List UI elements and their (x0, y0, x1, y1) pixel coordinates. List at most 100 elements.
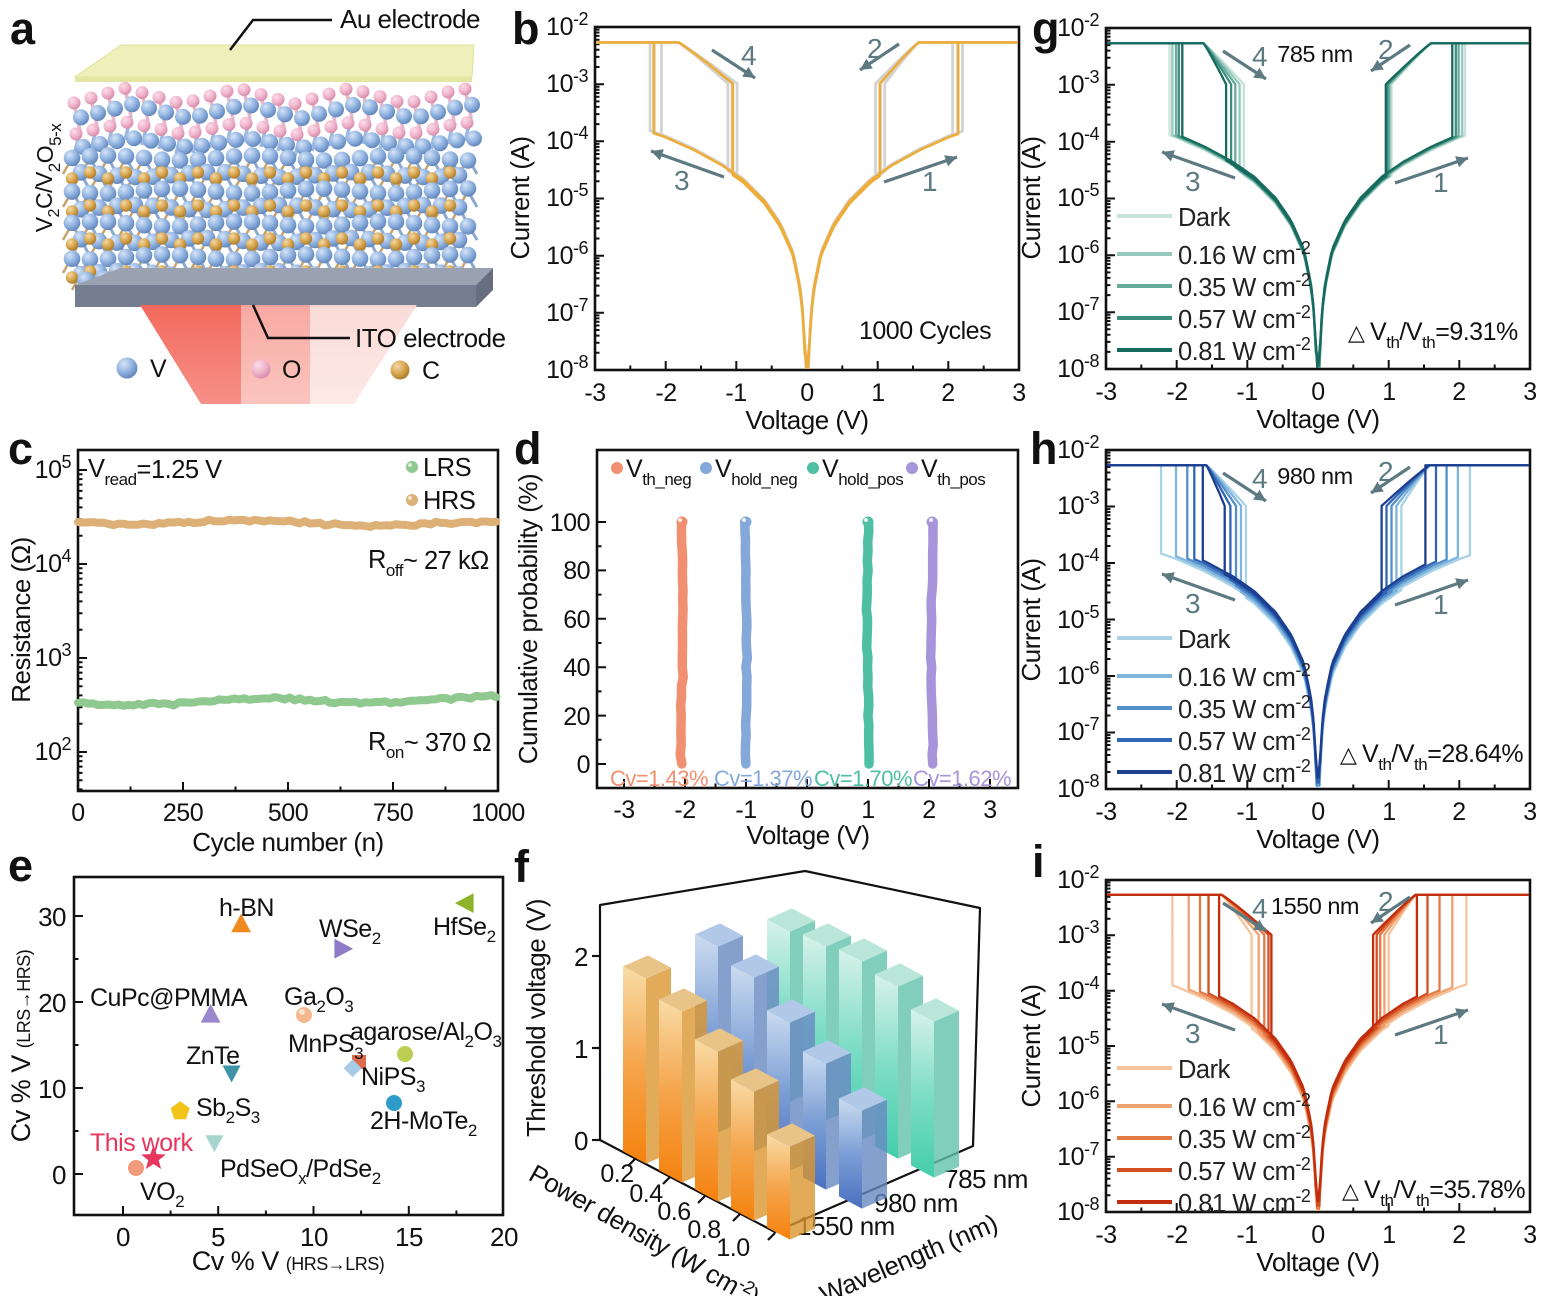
svg-text:2: 2 (574, 942, 588, 972)
svg-text:30: 30 (38, 902, 66, 932)
svg-text:2: 2 (941, 379, 954, 407)
svg-text:0.4: 0.4 (629, 1180, 663, 1208)
svg-text:h: h (1030, 423, 1057, 474)
svg-text:Current (A): Current (A) (505, 136, 535, 259)
svg-text:4: 4 (741, 40, 756, 71)
svg-text:20: 20 (490, 1222, 518, 1252)
svg-text:b: b (512, 3, 539, 54)
svg-text:0.16 W cm-2: 0.16 W cm-2 (1178, 238, 1311, 270)
svg-text:0.6: 0.6 (657, 1198, 690, 1226)
svg-text:HfSe2: HfSe2 (433, 913, 496, 946)
svg-text:0.35 W cm-2: 0.35 W cm-2 (1178, 692, 1311, 724)
svg-text:4: 4 (1252, 41, 1267, 72)
svg-text:-1: -1 (1236, 798, 1257, 826)
svg-text:0.57 W cm-2: 0.57 W cm-2 (1178, 724, 1311, 756)
svg-text:Current (A): Current (A) (1016, 136, 1046, 259)
svg-text:2: 2 (1378, 456, 1393, 487)
svg-text:Cycle number (n): Cycle number (n) (192, 827, 383, 857)
svg-text:O: O (282, 356, 301, 384)
svg-text:1: 1 (1433, 589, 1448, 620)
svg-text:2: 2 (1452, 798, 1465, 826)
svg-text:0: 0 (71, 799, 84, 827)
svg-text:C: C (422, 357, 440, 385)
svg-text:Cumulative probability (%): Cumulative probability (%) (513, 474, 543, 764)
svg-text:0: 0 (52, 1160, 66, 1190)
svg-text:0: 0 (1311, 378, 1324, 406)
svg-text:Roff~ 27 kΩ: Roff~ 27 kΩ (368, 546, 489, 580)
svg-text:Cv=1.43%: Cv=1.43% (610, 766, 708, 791)
svg-text:Voltage (V): Voltage (V) (1256, 1247, 1379, 1277)
svg-text:V: V (150, 355, 167, 383)
svg-text:2: 2 (1452, 378, 1465, 406)
svg-text:3: 3 (1523, 798, 1536, 826)
svg-text:10: 10 (300, 1222, 328, 1252)
svg-text:785 nm: 785 nm (1277, 41, 1352, 67)
svg-text:2: 2 (1452, 1221, 1465, 1249)
svg-text:1: 1 (922, 166, 937, 197)
svg-text:-2: -2 (1166, 378, 1187, 406)
svg-text:40: 40 (563, 654, 590, 682)
svg-text:-3: -3 (1095, 1221, 1116, 1249)
svg-text:0.35 W cm-2: 0.35 W cm-2 (1178, 270, 1311, 302)
svg-text:c: c (8, 423, 33, 474)
svg-text:80: 80 (563, 557, 590, 585)
svg-text:3: 3 (1185, 588, 1200, 619)
svg-text:0.16 W cm-2: 0.16 W cm-2 (1178, 660, 1311, 692)
svg-text:100: 100 (550, 509, 590, 537)
svg-text:This work: This work (90, 1129, 193, 1157)
svg-text:-1: -1 (735, 796, 756, 824)
svg-text:0: 0 (1311, 1221, 1324, 1249)
svg-text:d: d (514, 423, 541, 474)
svg-text:3: 3 (1523, 1221, 1536, 1249)
svg-text:980 nm: 980 nm (1277, 463, 1352, 489)
svg-text:60: 60 (563, 606, 590, 634)
svg-text:0.16 W cm-2: 0.16 W cm-2 (1178, 1090, 1311, 1122)
svg-text:-3: -3 (1095, 798, 1116, 826)
svg-text:g: g (1032, 3, 1059, 54)
svg-text:20: 20 (38, 988, 66, 1018)
svg-text:0: 0 (800, 379, 813, 407)
svg-text:15: 15 (395, 1222, 423, 1252)
svg-text:CuPc@PMMA: CuPc@PMMA (90, 984, 248, 1012)
svg-text:20: 20 (563, 703, 590, 731)
svg-text:0.81 W cm-2: 0.81 W cm-2 (1178, 756, 1311, 788)
svg-text:i: i (1032, 836, 1044, 887)
svg-text:0.57 W cm-2: 0.57 W cm-2 (1178, 302, 1311, 334)
svg-text:Voltage (V): Voltage (V) (745, 405, 868, 435)
svg-text:2: 2 (1378, 886, 1393, 917)
svg-text:102: 102 (35, 734, 72, 766)
svg-text:1: 1 (1382, 378, 1395, 406)
svg-text:0.2: 0.2 (600, 1160, 633, 1188)
svg-text:4: 4 (1252, 463, 1267, 494)
svg-text:HRS: HRS (423, 487, 475, 515)
svg-text:0.8: 0.8 (687, 1216, 720, 1244)
svg-text:0.35 W cm-2: 0.35 W cm-2 (1178, 1122, 1311, 1154)
svg-text:0: 0 (116, 1222, 130, 1252)
svg-text:LRS: LRS (423, 454, 471, 482)
svg-text:10-2: 10-2 (1057, 432, 1099, 464)
svg-text:agarose/Al2O3: agarose/Al2O3 (350, 1018, 501, 1051)
svg-text:5: 5 (211, 1222, 225, 1252)
svg-text:Voltage (V): Voltage (V) (746, 820, 869, 850)
svg-text:a: a (10, 3, 36, 54)
svg-text:0: 0 (577, 751, 590, 779)
svg-text:Current (A): Current (A) (1016, 984, 1046, 1107)
svg-text:3: 3 (1012, 379, 1025, 407)
svg-text:2: 2 (1378, 34, 1393, 65)
svg-text:1: 1 (574, 1034, 588, 1064)
svg-text:1: 1 (1433, 167, 1448, 198)
svg-text:f: f (514, 841, 530, 892)
svg-text:Cv=1.62%: Cv=1.62% (913, 766, 1011, 791)
svg-text:Vread=1.25 V: Vread=1.25 V (88, 455, 222, 489)
svg-text:-1: -1 (725, 379, 746, 407)
svg-text:Au electrode: Au electrode (340, 4, 480, 34)
svg-text:Resistance (Ω): Resistance (Ω) (6, 537, 36, 703)
svg-text:750: 750 (373, 799, 413, 827)
svg-text:3: 3 (674, 165, 689, 196)
svg-text:980 nm: 980 nm (874, 1188, 958, 1218)
svg-text:-2: -2 (1166, 798, 1187, 826)
svg-text:10-8: 10-8 (546, 352, 588, 384)
svg-text:-2: -2 (655, 379, 676, 407)
svg-text:Dark: Dark (1178, 626, 1231, 654)
svg-text:1.0: 1.0 (716, 1234, 749, 1262)
